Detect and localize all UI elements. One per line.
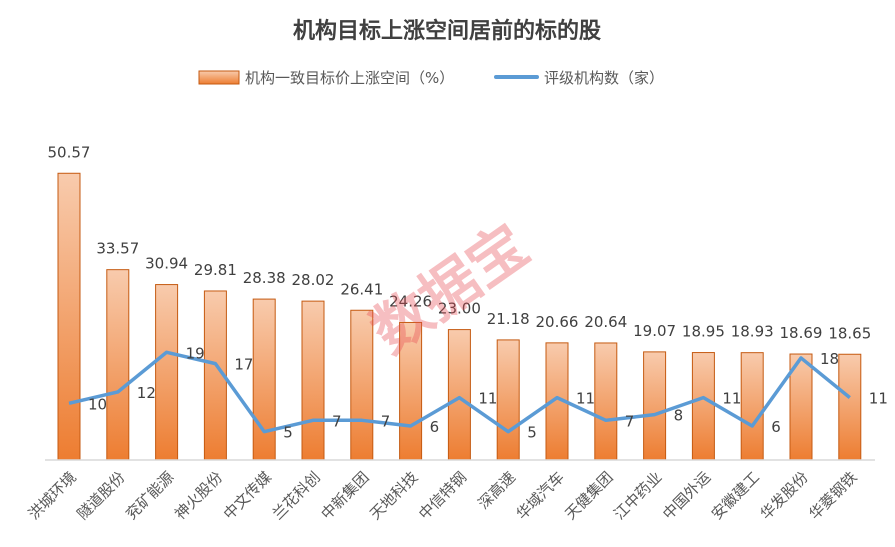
bar-data-label: 21.18 [487, 310, 530, 328]
bar-data-label: 18.69 [780, 324, 823, 342]
line-data-label: 19 [186, 344, 205, 362]
category-label: 江中药业 [610, 468, 665, 523]
category-label: 中新集团 [317, 468, 372, 523]
line-data-label: 7 [625, 412, 635, 430]
category-label: 中国外运 [659, 468, 714, 523]
line-data-label: 7 [381, 412, 391, 430]
bar-data-label: 23.00 [438, 300, 481, 318]
bar [594, 342, 618, 461]
category-label: 洪城环境 [25, 468, 80, 523]
line-data-label: 17 [234, 356, 253, 374]
line-data-label: 7 [332, 412, 342, 430]
bar-data-label: 30.94 [145, 255, 188, 273]
bar [350, 309, 374, 461]
bar [447, 329, 471, 461]
category-label: 中信特钢 [415, 468, 470, 523]
legend-line-label: 评级机构数（家） [544, 69, 664, 87]
bar-data-label: 29.81 [194, 261, 237, 279]
line-data-label: 11 [869, 390, 888, 408]
bar [691, 352, 715, 461]
line-data-label: 11 [576, 390, 595, 408]
category-label: 安徽建工 [708, 468, 763, 523]
line-data-label: 8 [674, 407, 684, 425]
bar-data-label: 20.66 [536, 313, 579, 331]
bar-data-label: 18.95 [682, 323, 725, 341]
legend-bar-label: 机构一致目标价上涨空间（%） [245, 69, 454, 87]
category-label: 神火股份 [171, 468, 226, 523]
bar [57, 172, 81, 461]
line-data-label: 11 [722, 390, 741, 408]
line-data-label: 6 [430, 418, 440, 436]
line-data-label: 5 [527, 424, 537, 442]
category-label: 隧道股份 [73, 468, 128, 523]
bar-data-label: 24.26 [389, 292, 432, 310]
line-data-label: 10 [88, 395, 107, 413]
bar [740, 352, 764, 461]
bar [301, 300, 325, 461]
bar-data-label: 18.65 [828, 324, 871, 342]
bar-data-label: 18.93 [731, 323, 774, 341]
line-data-label: 6 [771, 418, 781, 436]
category-label: 深高速 [474, 468, 519, 513]
line-series [68, 350, 851, 434]
bar-data-label: 20.64 [584, 313, 627, 331]
line-data-label: 12 [137, 384, 156, 402]
bar-data-label: 28.02 [292, 271, 335, 289]
bar-data-label: 50.57 [48, 143, 91, 161]
category-label: 天地科技 [366, 468, 421, 523]
bar-data-label: 28.38 [243, 269, 286, 287]
category-label: 华菱钢铁 [805, 468, 860, 523]
chart-title: 机构目标上涨空间居前的标的股 [293, 18, 601, 44]
category-label: 华域汽车 [513, 468, 568, 523]
category-label: 天健集团 [561, 468, 616, 523]
bar [155, 284, 179, 461]
category-label: 兰花科创 [269, 468, 324, 523]
line-data-label: 18 [820, 350, 839, 368]
category-label: 中文传媒 [220, 468, 275, 523]
legend-bar-swatch [198, 70, 240, 85]
bar [496, 339, 520, 461]
bar-data-label: 33.57 [96, 240, 139, 258]
bar [252, 298, 276, 461]
bar-data-label: 26.41 [340, 280, 383, 298]
bar [838, 353, 862, 461]
category-label: 华发股份 [757, 468, 812, 523]
bar [106, 269, 130, 461]
category-label: 兖矿能源 [122, 468, 177, 523]
line-data-label: 5 [283, 424, 293, 442]
bar [643, 351, 667, 461]
legend: 机构一致目标价上涨空间（%） 评级机构数（家） [198, 69, 664, 87]
bar-data-label: 19.07 [633, 322, 676, 340]
line-data-label: 11 [478, 390, 497, 408]
